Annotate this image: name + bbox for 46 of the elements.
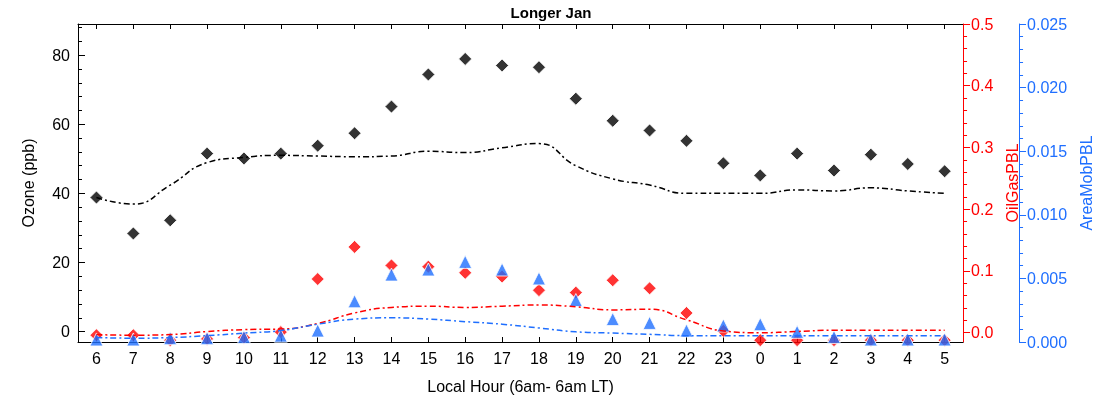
x-axis-title: Local Hour (6am- 6am LT) bbox=[427, 377, 614, 395]
y-tick-label: 60 bbox=[52, 115, 71, 133]
x-tick-label: 2 bbox=[829, 349, 839, 367]
y-tick-label: 20 bbox=[52, 254, 71, 271]
x-tick-label: 6 bbox=[91, 349, 101, 367]
x-tick-label: 5 bbox=[940, 349, 950, 367]
x-tick-label: 0 bbox=[755, 349, 765, 367]
y-tick-label: 0 bbox=[61, 323, 71, 341]
x-tick-label: 20 bbox=[603, 349, 622, 367]
y3-tick-label: 0.015 bbox=[1027, 142, 1068, 160]
y2-tick-label: 0.1 bbox=[971, 262, 994, 280]
x-tick-label: 11 bbox=[272, 349, 290, 367]
y3-axis-title: AreaMobPBL bbox=[1077, 135, 1095, 231]
x-tick-label: 7 bbox=[128, 349, 138, 367]
x-tick-label: 16 bbox=[456, 349, 475, 367]
x-tick-label: 22 bbox=[677, 349, 696, 367]
x-tick-label: 13 bbox=[345, 349, 364, 367]
y3-tick-label: 0.005 bbox=[1027, 269, 1068, 287]
y2-tick-label: 0.2 bbox=[971, 200, 994, 218]
x-tick-label: 8 bbox=[165, 349, 175, 367]
x-tick-label: 3 bbox=[866, 349, 876, 367]
y3-tick-label: 0.000 bbox=[1027, 333, 1068, 351]
x-tick-label: 17 bbox=[493, 349, 512, 367]
x-tick-label: 19 bbox=[566, 349, 585, 367]
y2-tick-label: 0.4 bbox=[971, 77, 994, 95]
x-tick-label: 18 bbox=[530, 349, 548, 367]
y3-tick-label: 0.020 bbox=[1027, 79, 1068, 97]
x-tick-label: 12 bbox=[308, 349, 327, 367]
x-tick-label: 21 bbox=[640, 349, 659, 367]
y2-tick-label: 0.3 bbox=[971, 139, 994, 156]
x-tick-label: 23 bbox=[714, 349, 733, 367]
y2-axis-title: OilGasPBL bbox=[1003, 143, 1021, 223]
x-tick-label: 10 bbox=[235, 349, 253, 367]
y-tick-label: 80 bbox=[52, 46, 71, 64]
y3-tick-label: 0.010 bbox=[1027, 206, 1068, 224]
x-tick-label: 15 bbox=[419, 349, 438, 367]
x-tick-label: 9 bbox=[202, 349, 212, 367]
y2-tick-label: 0.5 bbox=[971, 15, 994, 33]
y2-tick-label: 0.0 bbox=[971, 324, 994, 342]
x-tick-label: 4 bbox=[903, 349, 913, 367]
y-axis-title: Ozone (ppb) bbox=[19, 138, 37, 228]
chart-title: Longer Jan bbox=[510, 4, 592, 21]
y3-tick-label: 0.025 bbox=[1027, 15, 1068, 33]
x-tick-label: 14 bbox=[382, 349, 401, 367]
y-tick-label: 40 bbox=[52, 184, 71, 202]
x-tick-label: 1 bbox=[792, 349, 802, 367]
